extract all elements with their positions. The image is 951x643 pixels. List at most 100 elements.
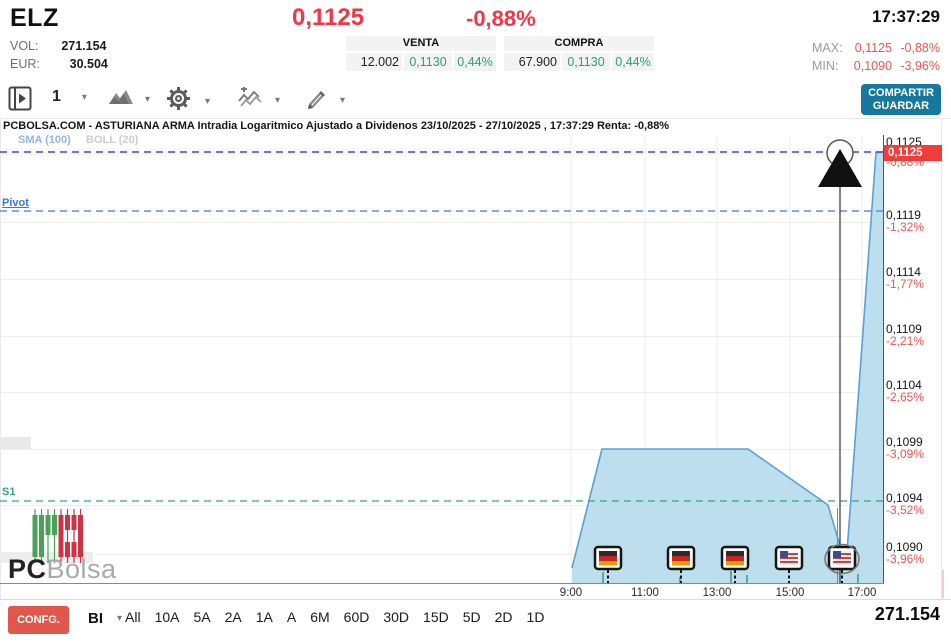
- y-axis-label: 0,1094 -3,52%: [886, 492, 924, 516]
- period-button[interactable]: 2D: [494, 609, 513, 625]
- y-axis-pct: -1,77%: [886, 277, 925, 291]
- chevron-down-icon: ▾: [275, 95, 281, 106]
- volume-bar-left: [0, 437, 31, 449]
- watermark-light: Bolsa: [46, 554, 117, 584]
- y-axis-pct: -2,65%: [886, 390, 925, 404]
- y-axis-price: 0,1109: [886, 322, 922, 336]
- vol-row: VOL: 271.154: [10, 39, 107, 53]
- change-percent: -0,88%: [466, 6, 536, 31]
- pcbolsa-logo-candles: [32, 509, 83, 563]
- y-axis-price: 0,1090: [886, 540, 923, 554]
- last-price: 0,1125: [292, 4, 365, 31]
- sma-indicator-label[interactable]: SMA (100): [18, 134, 71, 146]
- y-axis-label: 0,1114 -1,77%: [886, 266, 924, 290]
- y-axis-label: 0,1119 -1,32%: [886, 209, 924, 233]
- min-label: MIN:: [812, 59, 839, 73]
- y-axis-pct: -3,09%: [886, 447, 925, 461]
- x-axis-label: 9:00: [559, 587, 583, 599]
- y-axis-price: 0,1099: [886, 435, 923, 449]
- arrow-up-marker[interactable]: [818, 149, 862, 187]
- interval-value: 1: [52, 88, 61, 105]
- period-button[interactable]: 6M: [310, 609, 330, 625]
- venta-volume: 12.002: [346, 53, 402, 71]
- y-axis-label: 0,1109 -2,21%: [886, 323, 924, 347]
- event-flag-germany[interactable]: [666, 545, 696, 583]
- pivot-label: Pivot: [2, 197, 29, 209]
- event-flag-us-selected[interactable]: [824, 543, 860, 584]
- event-flag-us[interactable]: [774, 545, 804, 583]
- y-axis-pct: -1,32%: [886, 220, 925, 234]
- x-axis-label: 15:00: [775, 587, 805, 599]
- chevron-down-icon[interactable]: ▾: [117, 613, 123, 624]
- session-volume: 271.154: [874, 604, 940, 624]
- area-chart-icon: [108, 88, 134, 111]
- period-button[interactable]: 15D: [423, 609, 449, 625]
- vol-value: 271.154: [61, 39, 107, 53]
- share-label: COMPARTIR: [868, 86, 934, 99]
- period-button[interactable]: 60D: [343, 609, 370, 625]
- period-button[interactable]: All: [125, 609, 141, 625]
- chart-border: [0, 118, 951, 600]
- compra-panel: COMPRA 67.900 0,1130 0,44%: [504, 36, 654, 71]
- interval-selector[interactable]: 1 ▾: [52, 88, 87, 106]
- x-axis-label: 13:00: [702, 587, 732, 599]
- ticker-symbol: ELZ: [10, 4, 59, 32]
- settings-button[interactable]: ▾: [165, 85, 210, 117]
- chevron-down-icon: ▾: [340, 95, 346, 106]
- config-button[interactable]: CONFG.: [8, 606, 69, 634]
- max-label: MAX:: [812, 41, 843, 55]
- chevron-down-icon: ▾: [205, 95, 211, 107]
- chevron-down-icon: ▾: [81, 91, 87, 103]
- compra-volume: 67.900: [504, 53, 560, 71]
- min-price: 0,1090: [853, 59, 892, 73]
- y-axis-pct: -3,52%: [886, 503, 925, 517]
- event-flag-germany[interactable]: [720, 545, 750, 583]
- pcbolsa-watermark: PCBolsa: [8, 554, 117, 585]
- y-axis-pct: -2,21%: [886, 334, 925, 348]
- max-pct: -0,88%: [900, 41, 940, 55]
- venta-row: 12.002 0,1130 0,44%: [346, 53, 496, 71]
- chart-title: PCBOLSA.COM - ASTURIANA ARMA Intradia Lo…: [3, 120, 670, 132]
- max-price: 0,1125: [854, 41, 892, 55]
- chevron-down-icon: ▾: [145, 94, 151, 105]
- period-button[interactable]: A: [286, 609, 297, 625]
- add-indicator-button[interactable]: ▾: [238, 86, 281, 114]
- compra-header: COMPRA: [504, 36, 654, 51]
- event-flag-germany[interactable]: [593, 545, 623, 583]
- compra-price: 0,1130: [562, 53, 610, 71]
- watermark-bold: PC: [8, 554, 47, 584]
- volume-bar-bottom: [0, 552, 93, 563]
- period-button[interactable]: 2A: [224, 609, 242, 625]
- clock: 17:37:29: [871, 7, 940, 26]
- period-button[interactable]: 5D: [462, 609, 481, 625]
- panel-toggle-button[interactable]: [8, 85, 32, 117]
- chart-style-button[interactable]: ▾: [108, 88, 150, 111]
- x-axis-label: 11:00: [631, 587, 659, 599]
- chart-type-selector[interactable]: BI: [88, 610, 103, 627]
- y-axis-price: 0,1094: [886, 491, 923, 505]
- selection-circle: [824, 543, 860, 575]
- y-axis-price: 0,1119: [886, 208, 921, 222]
- last-price-badge: 0,1125: [884, 145, 942, 161]
- x-axis-label: 17:00: [847, 587, 877, 599]
- s1-label: S1: [2, 486, 16, 498]
- period-button[interactable]: 5A: [193, 609, 211, 625]
- period-button[interactable]: 30D: [383, 609, 410, 625]
- compra-row: 67.900 0,1130 0,44%: [504, 53, 654, 71]
- period-button[interactable]: 1D: [526, 609, 545, 625]
- venta-header: VENTA: [346, 36, 496, 51]
- period-button[interactable]: 1A: [255, 609, 273, 625]
- gear-icon: [165, 85, 192, 117]
- y-axis-price: 0,1104: [886, 378, 922, 392]
- max-row: MAX: 0,1125 -0,88%: [812, 39, 940, 57]
- draw-tools-button[interactable]: ▾: [305, 87, 345, 114]
- indicator-zigzag-icon: [238, 86, 264, 114]
- venta-pct: 0,44%: [454, 53, 496, 71]
- venta-price: 0,1130: [404, 53, 452, 71]
- y-axis-pct: -3,96%: [886, 552, 925, 566]
- share-save-button[interactable]: COMPARTIR GUARDAR: [861, 84, 941, 115]
- y-axis-label: 0,1090 -3,96%: [886, 541, 924, 565]
- boll-indicator-label[interactable]: BOLL (20): [86, 134, 139, 146]
- period-button[interactable]: 10A: [154, 609, 180, 625]
